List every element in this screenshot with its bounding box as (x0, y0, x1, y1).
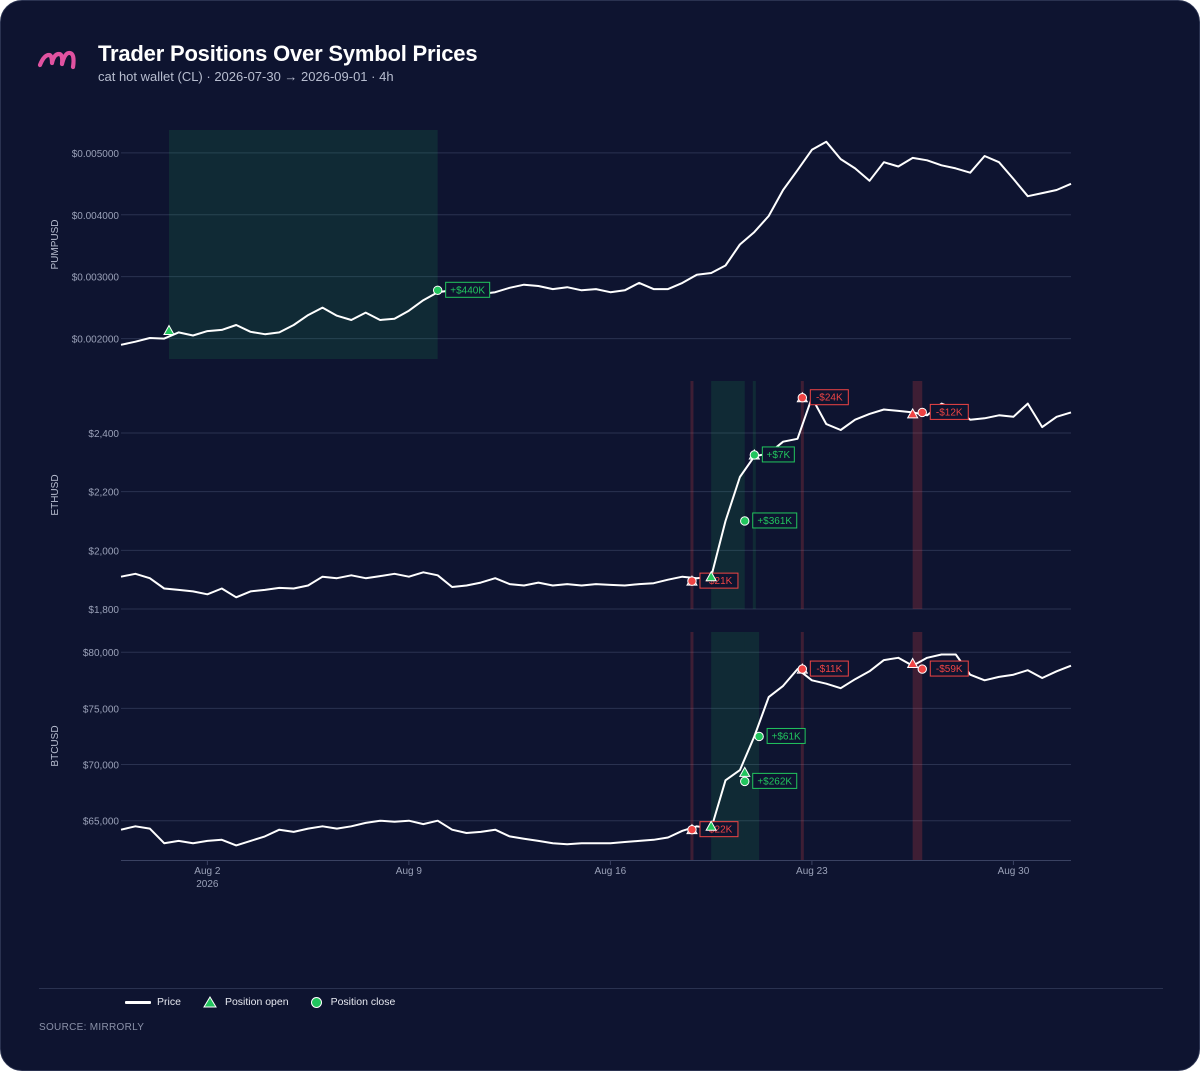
position-band (690, 381, 694, 609)
legend-divider (39, 988, 1163, 989)
pnl-label-box (752, 772, 798, 789)
legend-item-price: Price (125, 996, 181, 1008)
position-open-marker (906, 407, 919, 419)
price-line-swatch (125, 1000, 151, 1004)
position-close-marker (917, 664, 927, 674)
position-band (752, 381, 756, 609)
pnl-label: +$61K (772, 731, 802, 742)
pnl-label-box (766, 727, 806, 744)
panel-symbol-label: BTCUSD (50, 725, 61, 766)
y-tick-label: $0.005000 (72, 149, 120, 160)
pnl-label: +$262K (757, 776, 792, 787)
price-chart: $0.002000 $0.003000 $0.004000 $0.005000 PUMP… (50, 130, 1072, 890)
pnl-label: +$7K (767, 450, 791, 461)
panel-btcusd: $65,000 $70,000 $75,000 $80,000 BTCUSD -$22K +… (50, 632, 1072, 860)
x-tick-sublabel: 2026 (196, 879, 219, 890)
panel-pumpusd: $0.002000 $0.003000 $0.004000 $0.005000 PUMP… (50, 130, 1072, 359)
pnl-label: -$11K (816, 664, 842, 675)
pnl-label-box (929, 660, 969, 677)
position-close-marker (432, 285, 443, 295)
pnl-label: -$24K (816, 393, 843, 404)
pnl-label: -$59K (936, 664, 963, 675)
x-tick-label: Aug 9 (396, 866, 423, 877)
position-band (168, 130, 438, 359)
position-open-marker (705, 820, 718, 831)
pnl-label-box (761, 446, 795, 463)
position-open-marker (906, 657, 919, 668)
circle-icon (310, 996, 322, 1008)
position-band (711, 381, 745, 609)
y-tick-label: $65,000 (83, 817, 120, 828)
price-line (120, 140, 1072, 346)
y-tick-label: $2,400 (88, 429, 119, 440)
position-band (744, 632, 760, 860)
price-line (120, 396, 1072, 599)
pnl-label-box (752, 512, 798, 529)
x-tick-label: Aug 16 (595, 866, 627, 877)
chart-subtitle: cat hot wallet (CL) · 2026-07-30 → 2026-… (98, 69, 394, 84)
legend-item-open: Position open (203, 996, 289, 1008)
legend-label-close: Position close (330, 996, 396, 1008)
y-tick-label: $70,000 (83, 761, 120, 772)
chart-legend: Price Position open Position close (125, 994, 417, 1010)
pnl-label-box (809, 660, 849, 677)
source-note: SOURCE: MIRRORLY (39, 1022, 145, 1033)
x-tick-label: Aug 23 (796, 866, 828, 877)
position-close-marker (797, 393, 808, 403)
position-band (800, 632, 804, 860)
position-band (800, 381, 804, 609)
position-band (912, 632, 923, 860)
x-tick-label: Aug 30 (998, 866, 1030, 877)
position-open-marker (163, 324, 175, 336)
pnl-label: +$440K (450, 285, 485, 296)
y-tick-label: $0.004000 (72, 211, 120, 222)
y-tick-label: $0.003000 (72, 273, 120, 284)
position-band (690, 632, 694, 860)
y-tick-label: $75,000 (83, 704, 120, 715)
legend-label-open: Position open (224, 996, 289, 1008)
pnl-label-box (809, 389, 849, 406)
legend-item-close: Position close (310, 996, 396, 1008)
chart-title: Trader Positions Over Symbol Prices (98, 41, 478, 66)
panel-symbol-label: PUMPUSD (50, 219, 61, 269)
pnl-label: -$21K (706, 576, 733, 587)
position-close-marker (754, 731, 764, 742)
position-close-marker (740, 776, 750, 787)
panel-ethusd: $1,800 $2,000 $2,200 $2,400 ETHUSD -$21K +$361… (50, 381, 1072, 616)
pnl-label-box (929, 403, 969, 420)
brand-logo-icon (37, 50, 76, 70)
legend-label-price: Price (157, 996, 181, 1008)
panel-symbol-label: ETHUSD (50, 474, 61, 515)
y-tick-label: $1,800 (88, 605, 119, 616)
position-close-marker (797, 664, 808, 674)
position-close-marker (687, 576, 697, 586)
position-band (912, 381, 923, 609)
y-tick-label: $0.002000 (72, 335, 120, 346)
pnl-label: -$22K (706, 825, 733, 836)
position-open-marker (738, 766, 751, 777)
position-close-marker (740, 516, 750, 526)
pnl-label: -$12K (936, 407, 963, 418)
price-line (120, 653, 1072, 847)
pnl-label: +$361K (757, 516, 792, 527)
triangle-up-icon (203, 996, 217, 1008)
y-tick-label: $80,000 (83, 648, 120, 659)
x-tick-label: Aug 2 (194, 866, 221, 877)
y-tick-label: $2,200 (88, 488, 119, 499)
position-close-marker (917, 407, 927, 418)
position-open-marker (705, 570, 718, 582)
position-close-marker (749, 450, 760, 460)
position-close-marker (687, 824, 697, 835)
y-tick-label: $2,000 (88, 546, 119, 557)
pnl-label-box (445, 281, 491, 298)
